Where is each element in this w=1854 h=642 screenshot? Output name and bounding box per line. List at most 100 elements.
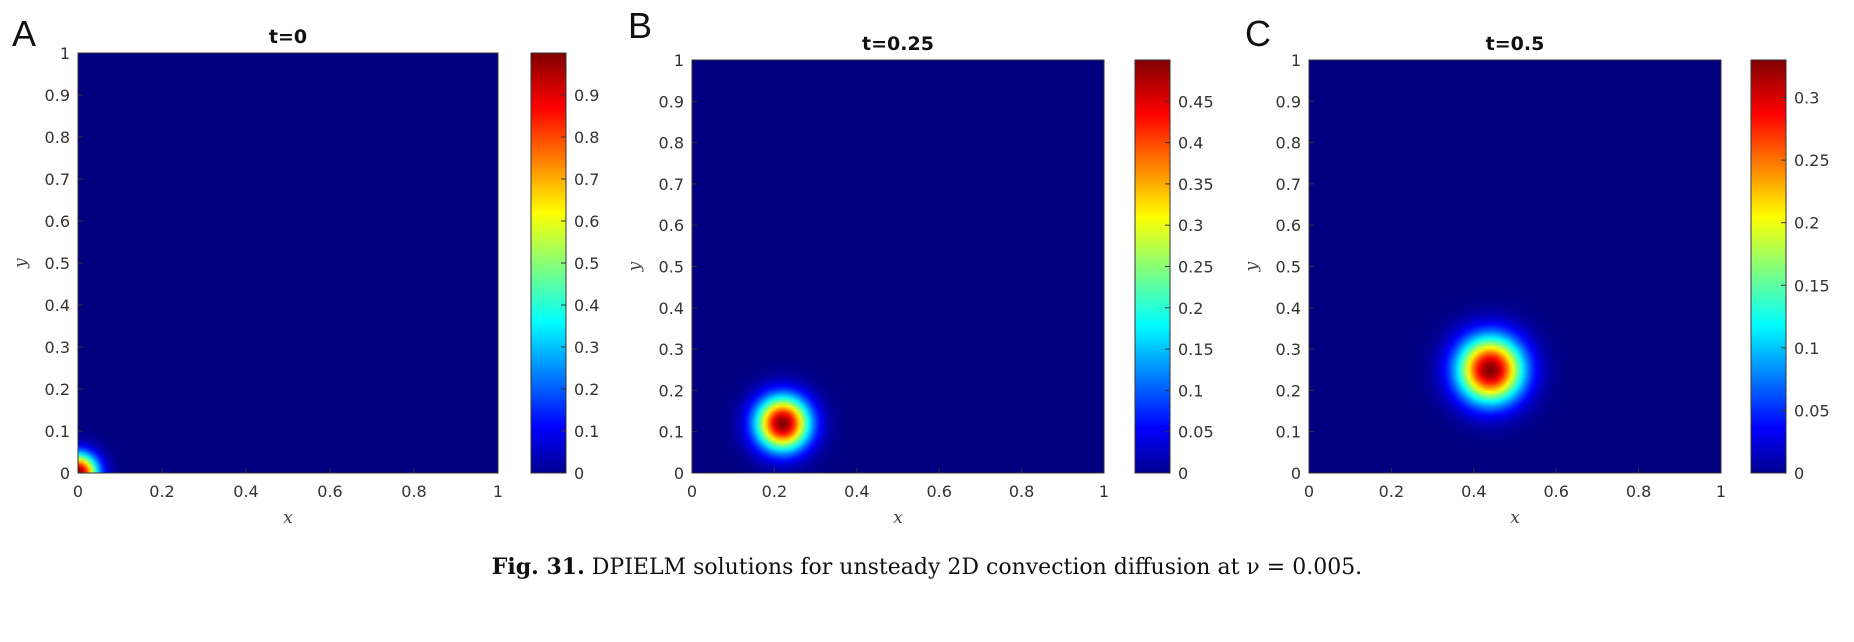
y-tick-label: 0.9 bbox=[45, 86, 70, 105]
colorbar bbox=[530, 52, 567, 474]
y-tick-label: 0.8 bbox=[659, 134, 684, 153]
x-tick-label: 0.8 bbox=[1626, 482, 1651, 501]
y-tick-label: 0.1 bbox=[659, 423, 684, 442]
y-tick-label: 0.4 bbox=[659, 299, 684, 318]
colorbar-tick-label: 0.3 bbox=[1178, 216, 1203, 235]
y-tick-label: 0.2 bbox=[45, 380, 70, 399]
y-tick-label: 0.9 bbox=[659, 92, 684, 111]
y-tick-label: 0.4 bbox=[45, 296, 70, 315]
plot-frame bbox=[77, 52, 499, 474]
panel-title: t=0.25 bbox=[862, 33, 934, 55]
x-tick-label: 0.6 bbox=[926, 482, 951, 501]
y-axis-label: y bbox=[625, 261, 645, 272]
x-tick-label: 0.4 bbox=[844, 482, 869, 501]
y-tick-label: 0.3 bbox=[45, 338, 70, 357]
x-tick-label: 0.6 bbox=[1543, 482, 1568, 501]
x-tick-label: 0 bbox=[687, 482, 697, 501]
colorbar-tick-label: 0.2 bbox=[1794, 214, 1819, 233]
colorbar bbox=[1750, 59, 1787, 474]
y-tick-label: 0.6 bbox=[1276, 216, 1301, 235]
colorbar-tick-label: 0.15 bbox=[1178, 340, 1214, 359]
x-tick-label: 0.2 bbox=[1379, 482, 1404, 501]
y-tick-label: 1 bbox=[674, 51, 684, 70]
colorbar bbox=[1134, 59, 1171, 474]
colorbar-tick-label: 0.8 bbox=[574, 128, 599, 147]
y-tick-label: 0 bbox=[60, 464, 70, 483]
x-tick-label: 0.8 bbox=[1009, 482, 1034, 501]
y-tick-label: 0.1 bbox=[45, 422, 70, 441]
panel-letter: A bbox=[12, 13, 36, 54]
x-tick-label: 0.4 bbox=[233, 482, 258, 501]
y-tick-label: 0.6 bbox=[45, 212, 70, 231]
colorbar-tick-label: 0.25 bbox=[1794, 151, 1830, 170]
figure-caption: Fig. 31. DPIELM solutions for unsteady 2… bbox=[0, 554, 1854, 580]
y-tick-label: 0 bbox=[674, 464, 684, 483]
y-axis-label: y bbox=[11, 258, 31, 269]
colorbar-tick-label: 0.35 bbox=[1178, 175, 1214, 194]
y-tick-label: 0.5 bbox=[1276, 258, 1301, 277]
colorbar-tick-label: 0 bbox=[1794, 464, 1804, 483]
panel-letter: C bbox=[1245, 13, 1271, 54]
colorbar-tick-label: 0.5 bbox=[574, 254, 599, 273]
colorbar-tick-label: 0 bbox=[574, 464, 584, 483]
panel-title: t=0 bbox=[269, 26, 307, 48]
colorbar-tick-label: 0.6 bbox=[574, 212, 599, 231]
x-tick-label: 0.8 bbox=[401, 482, 426, 501]
x-tick-label: 0.6 bbox=[317, 482, 342, 501]
y-axis-label: y bbox=[1242, 261, 1262, 272]
y-tick-label: 0.6 bbox=[659, 216, 684, 235]
plot-frame bbox=[691, 59, 1105, 474]
y-tick-label: 1 bbox=[1291, 51, 1301, 70]
y-tick-label: 0.7 bbox=[659, 175, 684, 194]
heatmap-field bbox=[692, 60, 1104, 473]
y-tick-label: 0.5 bbox=[45, 254, 70, 273]
colorbar-tick-label: 0.2 bbox=[1178, 299, 1203, 318]
y-tick-label: 0 bbox=[1291, 464, 1301, 483]
x-axis-label: x bbox=[283, 508, 293, 528]
colorbar-tick-label: 0.45 bbox=[1178, 92, 1214, 111]
y-tick-label: 0.1 bbox=[1276, 423, 1301, 442]
heatmap-field bbox=[1309, 60, 1721, 473]
y-tick-label: 0.7 bbox=[1276, 175, 1301, 194]
x-axis-label: x bbox=[893, 508, 903, 528]
colorbar-tick-label: 0.3 bbox=[1794, 89, 1819, 108]
y-tick-label: 0.5 bbox=[659, 258, 684, 277]
x-axis-label: x bbox=[1510, 508, 1520, 528]
colorbar-tick-label: 0.2 bbox=[574, 380, 599, 399]
colorbar-tick-label: 0.25 bbox=[1178, 258, 1214, 277]
colorbar-tick-label: 0.05 bbox=[1794, 401, 1830, 420]
y-tick-label: 0.2 bbox=[659, 381, 684, 400]
y-tick-label: 0.4 bbox=[1276, 299, 1301, 318]
x-tick-label: 0 bbox=[73, 482, 83, 501]
colorbar-tick-label: 0.3 bbox=[574, 338, 599, 357]
colorbar-tick-label: 0.1 bbox=[1794, 339, 1819, 358]
y-tick-label: 0.8 bbox=[1276, 134, 1301, 153]
x-tick-label: 0.4 bbox=[1461, 482, 1486, 501]
x-tick-label: 1 bbox=[1716, 482, 1726, 501]
colorbar-tick-label: 0.7 bbox=[574, 170, 599, 189]
x-tick-label: 1 bbox=[1099, 482, 1109, 501]
x-tick-label: 0 bbox=[1304, 482, 1314, 501]
x-tick-label: 0.2 bbox=[149, 482, 174, 501]
y-tick-label: 0.3 bbox=[659, 340, 684, 359]
colorbar-tick-label: 0.4 bbox=[1178, 134, 1203, 153]
colorbar-tick-label: 0.15 bbox=[1794, 276, 1830, 295]
plot-frame bbox=[1308, 59, 1722, 474]
caption-text: DPIELM solutions for unsteady 2D convect… bbox=[591, 555, 1363, 580]
x-tick-label: 0.2 bbox=[762, 482, 787, 501]
y-tick-label: 1 bbox=[60, 44, 70, 63]
colorbar-tick-label: 0.05 bbox=[1178, 423, 1214, 442]
colorbar-tick-label: 0 bbox=[1178, 464, 1188, 483]
y-tick-label: 0.8 bbox=[45, 128, 70, 147]
y-tick-label: 0.9 bbox=[1276, 92, 1301, 111]
panel-letter: B bbox=[628, 5, 652, 46]
heatmap-field bbox=[78, 53, 498, 473]
colorbar-tick-label: 0.9 bbox=[574, 86, 599, 105]
caption-label: Fig. 31. bbox=[491, 554, 585, 580]
y-tick-label: 0.3 bbox=[1276, 340, 1301, 359]
